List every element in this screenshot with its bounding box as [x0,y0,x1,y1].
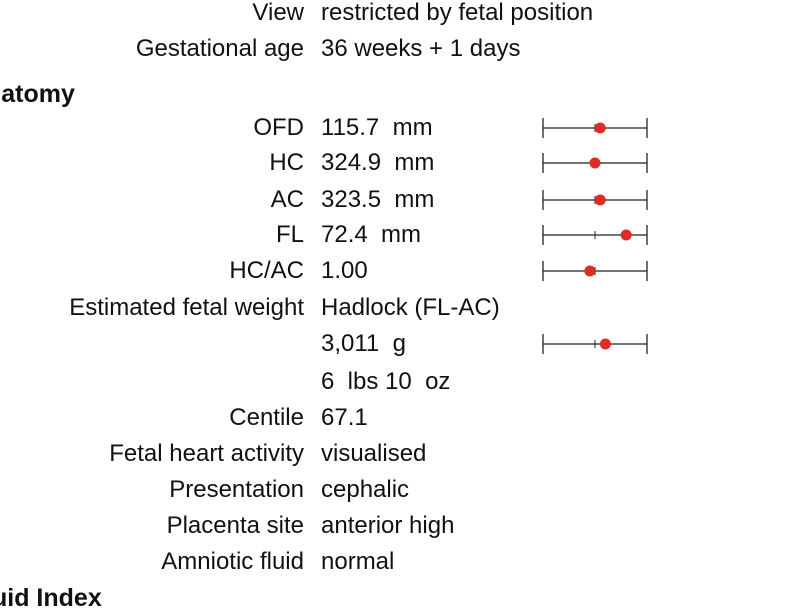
row-ac: AC 323.5 mm [0,184,786,220]
ofd-value: 115.7 mm [321,114,433,141]
gauge-marker [594,122,606,134]
amniotic-fluid-label: Amniotic fluid [161,548,304,575]
fetal-heart-activity-value: visualised [321,440,427,467]
row-efw-method: Estimated fetal weight Hadlock (FL-AC) [0,292,786,328]
section-heading-fluid-index: uid Index [0,584,102,612]
efw-gauge [540,332,650,356]
hc-value: 324.9 mm [321,149,435,176]
row-efw-lbs: 6 lbs 10 oz [0,366,786,402]
hc-label: HC [269,149,304,176]
range-gauge [542,153,648,173]
gestational-age-value: 36 weeks + 1 days [321,35,521,62]
ac-gauge [540,188,650,212]
row-efw-grams: 3,011 g [0,328,786,364]
amniotic-fluid-value: normal [321,548,395,575]
efw-label: Estimated fetal weight [69,294,304,321]
fl-gauge [540,223,650,247]
presentation-value: cephalic [321,476,410,503]
centile-value: 67.1 [321,404,368,431]
range-gauge [542,118,648,138]
range-gauge [542,225,648,245]
ac-value: 323.5 mm [321,186,435,213]
view-label: View [252,0,304,26]
row-amniotic-fluid: Amniotic fluid normal [0,546,786,582]
row-presentation: Presentation cephalic [0,474,786,510]
row-placenta-site: Placenta site anterior high [0,510,786,546]
hc-ac-value: 1.00 [321,257,368,284]
row-hc-ac: HC/AC 1.00 [0,255,786,291]
efw-lbs-value: 6 lbs 10 oz [321,368,451,395]
fetal-heart-activity-label: Fetal heart activity [109,440,304,467]
efw-grams-value: 3,011 g [321,330,406,357]
ofd-label: OFD [253,114,304,141]
gauge-marker [599,338,611,350]
view-value: restricted by fetal position [321,0,594,26]
fl-label: FL [275,221,304,248]
range-gauge [542,261,648,281]
row-centile: Centile 67.1 [0,402,786,438]
fl-value: 72.4 mm [321,221,422,248]
row-fetal-heart-activity: Fetal heart activity visualised [0,438,786,474]
row-gestational-age: Gestational age 36 weeks + 1 days [0,33,786,69]
gauge-marker [584,265,596,277]
range-gauge [542,190,648,210]
placenta-site-value: anterior high [321,512,455,539]
section-heading-anatomy: natomy [0,80,75,108]
row-ofd: OFD 115.7 mm [0,112,786,148]
gestational-age-label: Gestational age [135,35,304,62]
row-view: View restricted by fetal position [0,0,786,33]
gauge-marker [589,157,601,169]
hc-ac-label: HC/AC [229,257,304,284]
ofd-gauge [540,116,650,140]
centile-label: Centile [229,404,304,431]
gauge-marker [594,194,606,206]
row-fl: FL 72.4 mm [0,219,786,255]
hc-ac-gauge [540,259,650,283]
presentation-label: Presentation [169,476,304,503]
hc-gauge [540,151,650,175]
placenta-site-label: Placenta site [166,512,304,539]
ac-label: AC [270,186,304,213]
row-hc: HC 324.9 mm [0,147,786,183]
gauge-marker [620,229,632,241]
range-gauge [542,334,648,354]
efw-method-value: Hadlock (FL-AC) [321,294,500,321]
